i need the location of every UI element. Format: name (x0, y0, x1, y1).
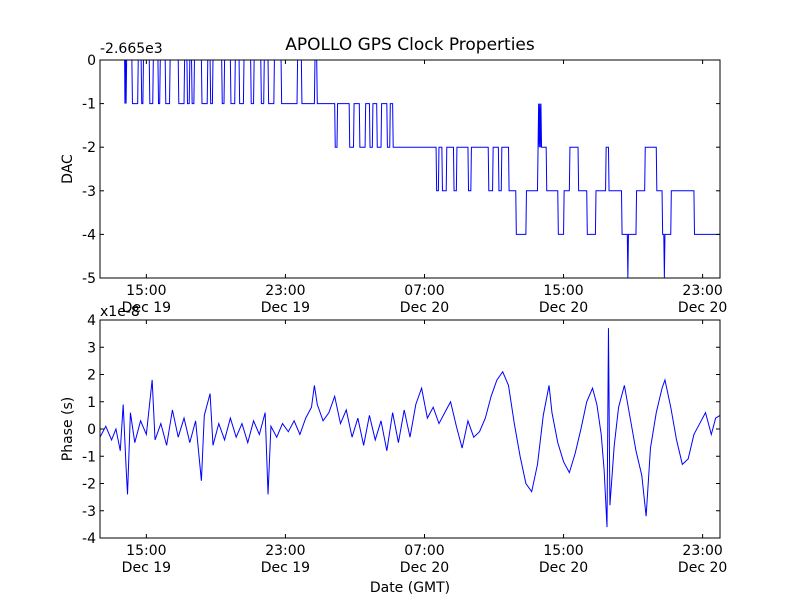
dac-offset-text: -2.665e3 (100, 41, 163, 57)
dac-x-tick-label-time: 23:00 (682, 283, 722, 299)
dac-y-ticks: 0 -1 -2 -3 -4 -5 (82, 53, 720, 287)
phase-y-tick-label: 4 (87, 313, 96, 329)
dac-y-tick-label: -2 (82, 140, 96, 156)
dac-x-tick-label-time: 23:00 (265, 283, 305, 299)
phase-x-tick-label-time: 15:00 (126, 543, 166, 559)
dac-y-tick-label: -5 (82, 271, 96, 287)
phase-y-tick-label: 2 (87, 368, 96, 384)
phase-x-tick-label-date: Dec 19 (261, 560, 310, 576)
dac-x-tick-label-date: Dec 20 (539, 300, 588, 316)
phase-plot-area (100, 328, 720, 528)
dac-x-tick-label-date: Dec 20 (678, 300, 727, 316)
phase-y-ticks: 4 3 2 1 0 -1 -2 -3 -4 (82, 313, 720, 547)
phase-x-tick-label-time: 15:00 (543, 543, 583, 559)
phase-y-tick-label: 0 (87, 422, 96, 438)
phase-y-tick-label: 3 (87, 340, 96, 356)
phase-x-tick-label-time: 23:00 (682, 543, 722, 559)
dac-y-tick-label: 0 (87, 53, 96, 69)
dac-x-tick-label-date: Dec 19 (122, 300, 171, 316)
dac-y-axis-label: DAC (60, 154, 76, 184)
dac-plot-area (100, 60, 720, 278)
dac-x-tick-label-time: 07:00 (404, 283, 444, 299)
dac-x-tick-label-date: Dec 19 (261, 300, 310, 316)
phase-x-tick-label-date: Dec 20 (539, 560, 588, 576)
phase-y-tick-label: -3 (82, 504, 96, 520)
phase-y-tick-label: 1 (87, 395, 96, 411)
phase-y-axis-label: Phase (s) (60, 397, 76, 461)
dac-x-tick-label-time: 15:00 (126, 283, 166, 299)
chart-title: APOLLO GPS Clock Properties (285, 35, 535, 55)
phase-x-tick-label-date: Dec 19 (122, 560, 171, 576)
phase-x-tick-label-time: 07:00 (404, 543, 444, 559)
phase-offset-text: x1e-8 (100, 304, 140, 320)
phase-y-tick-label: -1 (82, 449, 96, 465)
phase-x-tick-label-date: Dec 20 (678, 560, 727, 576)
phase-y-tick-label: -4 (82, 531, 96, 547)
dac-y-tick-label: -3 (82, 184, 96, 200)
dac-x-tick-label-time: 15:00 (543, 283, 583, 299)
dac-y-tick-label: -1 (82, 97, 96, 113)
dac-x-tick-label-date: Dec 20 (400, 300, 449, 316)
dac-series-line (100, 60, 720, 278)
x-axis-label: Date (GMT) (370, 580, 450, 596)
phase-x-tick-label-time: 23:00 (265, 543, 305, 559)
phase-x-tick-label-date: Dec 20 (400, 560, 449, 576)
dac-y-tick-label: -4 (82, 227, 96, 243)
phase-y-tick-label: -2 (82, 477, 96, 493)
phase-series-line (100, 328, 720, 528)
dac-axes-frame (99, 59, 721, 279)
